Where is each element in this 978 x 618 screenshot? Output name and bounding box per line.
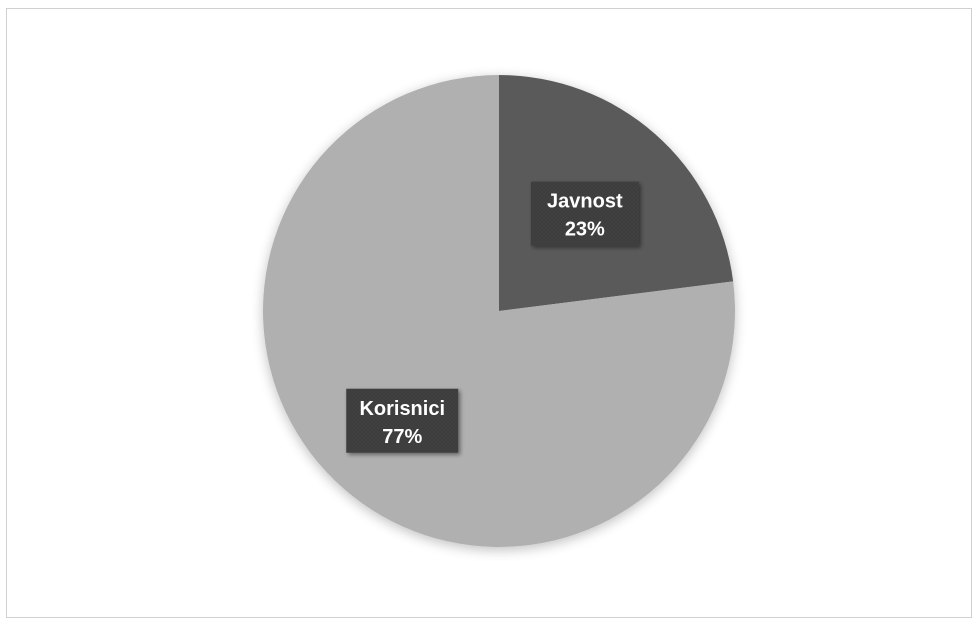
pie-chart: Javnost 23% Korisnici 77% <box>263 75 736 548</box>
data-label-korisnici: Korisnici 77% <box>346 388 459 453</box>
data-label-box <box>530 181 639 246</box>
data-label-percent: 23% <box>565 219 605 241</box>
data-label-javnost: Javnost 23% <box>530 181 639 246</box>
chart-area: Javnost 23% Korisnici 77% <box>6 8 972 618</box>
data-label-category: Korisnici <box>359 398 445 420</box>
data-label-box <box>346 388 459 453</box>
data-label-category: Javnost <box>547 191 623 213</box>
data-label-percent: 77% <box>382 426 422 448</box>
